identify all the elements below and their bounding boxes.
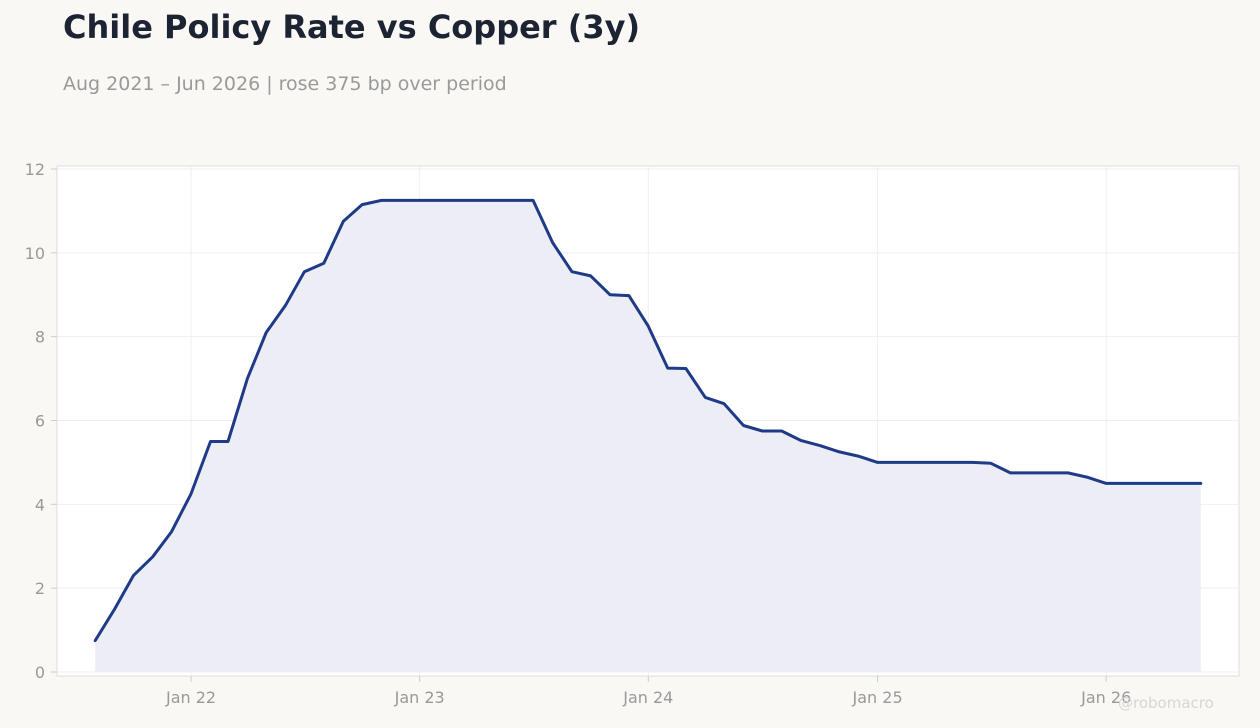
x-tick-label: Jan 26: [1080, 688, 1131, 707]
area-fill: [95, 200, 1201, 672]
watermark: @robomacro: [1118, 694, 1214, 712]
chart-subtitle: Aug 2021 – Jun 2026 | rose 375 bp over p…: [63, 73, 507, 95]
y-tick-label: 8: [35, 328, 45, 347]
y-tick-label: 10: [25, 244, 45, 263]
y-tick-label: 2: [35, 579, 45, 598]
x-axis: Jan 22 Jan 23 Jan 24 Jan 25 Jan 26: [165, 676, 1131, 707]
y-tick-label: 12: [25, 160, 45, 179]
y-tick-label: 4: [35, 495, 45, 514]
x-tick-label: Jan 25: [852, 688, 903, 707]
y-tick-label: 6: [35, 412, 45, 431]
y-axis: 0 2 4 6 8 10 12: [25, 160, 57, 682]
series-line: [93, 198, 1203, 643]
y-tick-label: 0: [35, 663, 45, 682]
x-tick-label: Jan 22: [165, 688, 216, 707]
x-tick-label: Jan 24: [622, 688, 673, 707]
chart-title: Chile Policy Rate vs Copper (3y): [63, 8, 641, 46]
x-tick-label: Jan 23: [394, 688, 445, 707]
